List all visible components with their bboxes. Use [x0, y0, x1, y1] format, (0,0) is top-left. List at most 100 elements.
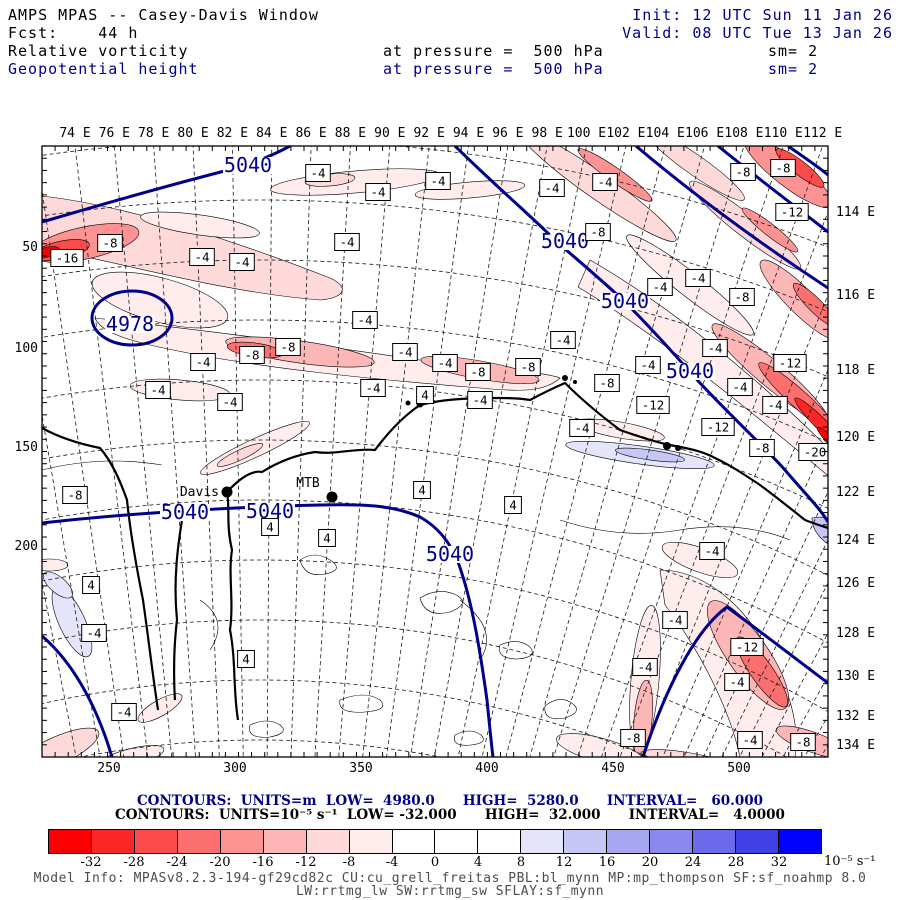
top-axis-label: 76 E	[99, 126, 130, 141]
vorticity-contour-label: -4	[397, 345, 412, 360]
vorticity-contour-label: -4	[370, 185, 385, 200]
vorticity-contour-label: -8	[470, 365, 485, 380]
colorbar-cell	[263, 830, 307, 853]
height-contour-label: 5040	[541, 229, 589, 253]
vorticity-contour-label: -4	[742, 733, 757, 748]
colorbar-tick-label: 4	[473, 855, 483, 870]
vorticity-contour-label: -8	[625, 731, 640, 746]
top-axis-label: 92 E	[413, 126, 444, 141]
axis-labels: 74 E 76 E 78 E 80 E 82 E 84 E 86 E 88 E 90 E 92 E…	[15, 126, 876, 776]
init-time: Init: 12 UTC Sun 11 Jan 26	[632, 6, 893, 24]
right-axis-label: 124 E	[836, 533, 875, 548]
vorticity-label-box	[305, 164, 331, 182]
field2-level: at pressure = 500 hPa	[383, 60, 604, 78]
vorticity-label-box	[724, 673, 750, 691]
colorbar-tick-label: 32	[770, 855, 788, 870]
vorticity-contour-label: -4	[430, 174, 445, 189]
vorticity-label-box	[585, 223, 611, 241]
vorticity-label-box	[569, 419, 595, 437]
vorticity-contour-label: -12	[736, 640, 759, 655]
field1-level: at pressure = 500 hPa	[383, 42, 604, 60]
vorticity-contour-label: 4	[509, 498, 517, 513]
top-axis-label: 94 E	[453, 126, 484, 141]
vorticity-contour-label: -20	[804, 445, 827, 460]
vorticity-contour-label: -8	[795, 735, 810, 750]
height-label-mask	[665, 363, 715, 380]
height-label-mask	[600, 293, 650, 310]
bottom-axis-label: 350	[349, 761, 372, 776]
vorticity-label-box	[217, 393, 243, 411]
colorbar-cell	[220, 830, 264, 853]
vorticity-label-box	[699, 542, 725, 560]
field1-name: Relative vorticity	[8, 42, 189, 60]
right-axis-label: 118 E	[836, 363, 875, 378]
vorticity-label-box	[189, 248, 215, 266]
meridian-line	[113, 146, 173, 757]
vorticity-label-box	[775, 203, 809, 221]
right-axis-label: 116 E	[836, 288, 875, 303]
height-label-mask	[540, 233, 590, 250]
right-axis-label: 122 E	[836, 485, 875, 500]
station-marker	[221, 486, 233, 498]
colorbar-cell	[349, 830, 393, 853]
vorticity-contour-label: 4	[266, 520, 274, 535]
vorticity-contour-label: -4	[652, 280, 667, 295]
vorticity-contour-label: -4	[310, 166, 325, 181]
top-axis-label: 90 E	[374, 126, 405, 141]
meridian-line	[683, 436, 828, 757]
vorticity-label-box	[729, 288, 755, 306]
vorticity-contour-label: -8	[102, 236, 117, 251]
field1-smooth: sm= 2	[768, 42, 819, 60]
bottom-axis-label: 450	[601, 761, 624, 776]
height-contour-label: 5040	[224, 153, 272, 177]
vorticity-label-box	[275, 338, 301, 356]
vorticity-label-box	[504, 496, 522, 514]
vorticity-label-box	[467, 391, 493, 409]
colorbar-tick-label: 8	[516, 855, 526, 870]
vorticity-contour-label: -4	[637, 660, 652, 675]
colorbar-tick-label: -20	[209, 855, 231, 870]
vorticity-contour-label: -4	[339, 235, 354, 250]
graticule	[42, 146, 828, 757]
station-label: Davis	[180, 485, 219, 500]
vorticity-contour-label: -4	[640, 358, 655, 373]
height-label-mask	[425, 546, 475, 563]
vorticity-label-box	[762, 396, 788, 414]
vorticity-contour-label: -4	[437, 356, 452, 371]
vorticity-label-box	[360, 379, 386, 397]
vorticity-label-box	[730, 638, 764, 656]
vorticity-contour-label: -4	[86, 626, 101, 641]
vorticity-label-box	[662, 611, 688, 629]
vorticity-label-box	[749, 439, 775, 457]
top-axis-label: 102 E	[606, 126, 645, 141]
top-axis-label: 96 E	[492, 126, 523, 141]
vorticity-label-box	[465, 363, 491, 381]
vorticity-label-box	[685, 269, 711, 287]
vorticity-contour-label: -4	[234, 255, 249, 270]
vorticity-contour-label: -4	[222, 395, 237, 410]
thin-contours	[42, 460, 791, 746]
bottom-axis-label: 300	[223, 761, 246, 776]
vorticity-contour-legend: CONTOURS: UNITS=10⁻⁵ s⁻¹ LOW= -32.000 HI…	[115, 807, 785, 823]
top-axis-label: 88 E	[335, 126, 366, 141]
vorticity-label-box	[632, 658, 658, 676]
vorticity-label-box	[81, 624, 107, 642]
meridian-line	[266, 146, 273, 757]
colorbar-tick-label: 12	[555, 855, 573, 870]
vorticity-contour-label: -4	[732, 380, 747, 395]
vorticity-label-box	[594, 374, 620, 392]
vorticity-contour-label: 4	[242, 652, 250, 667]
colorbar-tick-label: -24	[166, 855, 188, 870]
vorticity-contour-label: -8	[67, 488, 82, 503]
left-axis-label: 100	[15, 341, 38, 356]
vorticity-label-box	[773, 354, 807, 372]
parallel-line	[42, 559, 828, 713]
vorticity-label-box	[334, 233, 360, 251]
vorticity-label-box	[416, 386, 434, 404]
right-axis-label: 114 E	[836, 205, 875, 220]
top-axis-label: 104 E	[646, 126, 685, 141]
meridian-line	[153, 146, 196, 757]
forecast-hour: Fcst: 44 h	[8, 24, 139, 42]
meridian-line	[662, 368, 828, 757]
